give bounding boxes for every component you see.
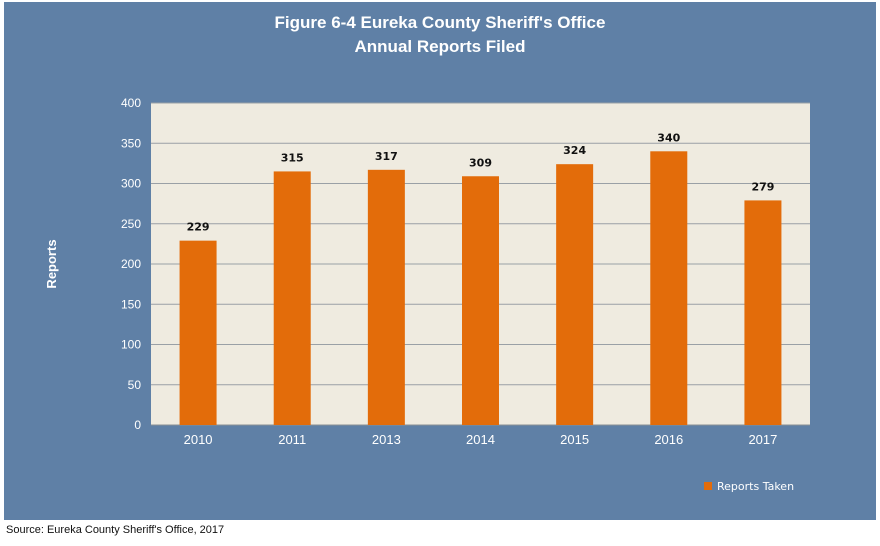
x-tick-label: 2016 xyxy=(654,432,683,447)
x-tick-label: 2014 xyxy=(466,432,495,447)
data-labels: 229 315 317 309 324 340 279 xyxy=(187,131,775,233)
x-tick-label: 2017 xyxy=(748,432,777,447)
data-label: 229 xyxy=(187,221,210,234)
y-tick-label: 200 xyxy=(121,257,141,271)
y-tick-label: 350 xyxy=(121,136,141,150)
bars xyxy=(179,151,782,426)
chart-subtitle: Annual Reports Filed xyxy=(355,37,526,56)
bar-chart: Figure 6-4 Eureka County Sheriff's Offic… xyxy=(44,13,810,493)
y-tick-label: 300 xyxy=(121,177,141,191)
legend-label: Reports Taken xyxy=(717,480,794,493)
data-label: 317 xyxy=(375,150,398,163)
x-tick-label: 2013 xyxy=(372,432,401,447)
chart-title: Figure 6-4 Eureka County Sheriff's Offic… xyxy=(275,13,606,32)
y-tick-label: 100 xyxy=(121,338,141,352)
y-tick-label: 0 xyxy=(134,418,141,432)
legend: Reports Taken xyxy=(704,480,794,493)
bar xyxy=(273,171,311,425)
bar xyxy=(650,151,688,426)
y-tick-label: 250 xyxy=(121,217,141,231)
bar xyxy=(179,240,217,425)
bar xyxy=(462,176,499,425)
bar xyxy=(556,164,594,425)
y-tick-label: 400 xyxy=(121,96,141,110)
chart-panel: Figure 6-4 Eureka County Sheriff's Offic… xyxy=(4,2,876,520)
data-label: 340 xyxy=(657,131,680,144)
x-axis-ticks: 2010 2011 2013 2014 2015 2016 2017 xyxy=(184,432,778,447)
y-tick-label: 150 xyxy=(121,297,141,311)
source-note: Source: Eureka County Sheriff's Office, … xyxy=(6,524,225,536)
y-axis-ticks: 0 50 100 150 200 250 300 350 400 xyxy=(121,96,141,432)
legend-swatch xyxy=(704,482,712,490)
data-label: 279 xyxy=(751,180,774,193)
x-tick-label: 2010 xyxy=(184,432,213,447)
data-label: 324 xyxy=(563,144,586,157)
bar xyxy=(744,200,782,425)
data-label: 315 xyxy=(281,151,304,164)
bar xyxy=(367,169,405,425)
data-label: 309 xyxy=(469,156,492,169)
y-axis-label: Reports xyxy=(44,239,59,288)
x-tick-label: 2015 xyxy=(560,432,589,447)
x-tick-label: 2011 xyxy=(278,432,306,447)
y-tick-label: 50 xyxy=(128,378,142,392)
